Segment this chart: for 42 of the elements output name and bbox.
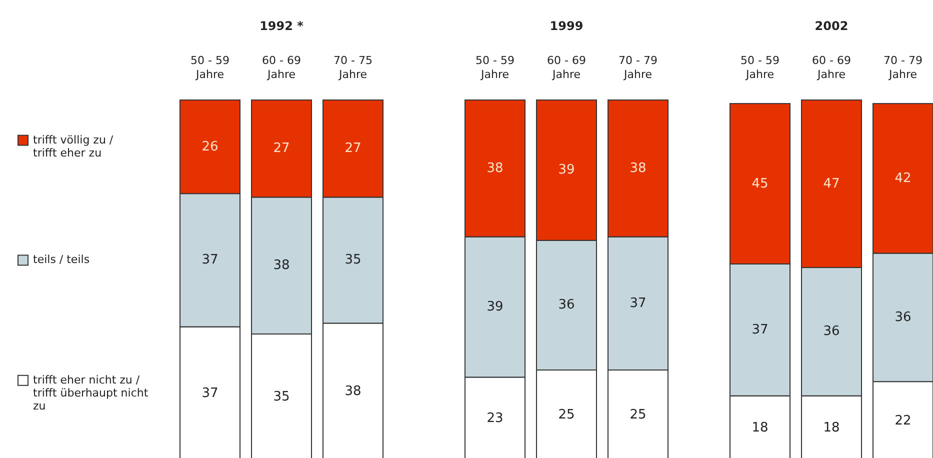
data-label: 37 xyxy=(630,296,646,311)
x-tick-label: 70 - 79 Jahre xyxy=(884,54,922,81)
x-tick-label: 50 - 59 Jahre xyxy=(476,54,514,81)
data-label: 27 xyxy=(344,141,362,156)
chart-title: 2002 xyxy=(814,19,848,33)
x-tick-label: 60 - 69 Jahre xyxy=(547,54,586,81)
data-label: 18 xyxy=(823,420,840,436)
x-tick-label: 60 - 69 Jahre xyxy=(812,54,851,81)
data-label: 23 xyxy=(486,411,504,426)
data-label: 18 xyxy=(752,420,768,436)
data-label: 39 xyxy=(558,162,575,178)
data-label: 38 xyxy=(630,160,646,176)
data-label: 42 xyxy=(894,170,912,186)
data-label: 27 xyxy=(273,141,290,156)
data-label: 37 xyxy=(202,252,218,268)
data-label: 37 xyxy=(202,386,218,401)
data-label: 26 xyxy=(202,139,218,154)
x-tick-label: 70 - 75 Jahre xyxy=(334,54,372,81)
data-label: 36 xyxy=(823,324,840,340)
data-label: 45 xyxy=(752,176,768,192)
data-label: 38 xyxy=(486,160,504,176)
data-label: 36 xyxy=(558,298,575,313)
data-label: 37 xyxy=(752,322,768,338)
data-label: 25 xyxy=(558,408,575,423)
x-tick-label: 60 - 69 Jahre xyxy=(262,54,301,81)
chart-title: 1992 * xyxy=(260,19,304,33)
x-tick-label: 50 - 59 Jahre xyxy=(190,54,230,81)
data-label: 38 xyxy=(273,258,290,274)
legend-label: trifft eher nicht zu / trifft überhaupt nicht zu xyxy=(33,373,149,412)
data-label: 22 xyxy=(894,413,912,428)
data-label: 35 xyxy=(344,252,362,268)
x-tick-label: 70 - 79 Jahre xyxy=(618,54,658,81)
chart-title: 1999 xyxy=(550,19,584,33)
data-label: 39 xyxy=(486,300,504,315)
x-tick-label: 50 - 59 Jahre xyxy=(740,54,780,81)
data-label: 38 xyxy=(344,384,362,400)
data-label: 35 xyxy=(273,390,290,405)
legend-label: teils / teils xyxy=(33,253,90,266)
data-label: 36 xyxy=(894,310,912,325)
legend-label: trifft völlig zu / trifft eher zu xyxy=(33,133,114,160)
data-label: 47 xyxy=(823,176,840,192)
data-label: 25 xyxy=(630,408,646,423)
